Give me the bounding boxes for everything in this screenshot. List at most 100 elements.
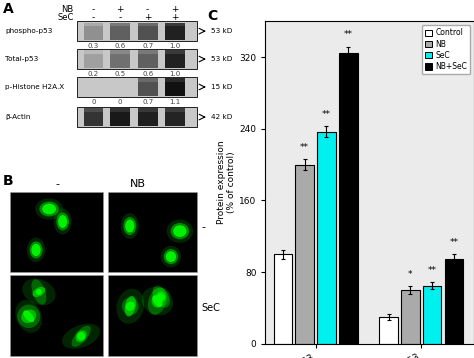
Bar — [401, 290, 419, 344]
Text: -: - — [202, 222, 206, 232]
Text: 0.7: 0.7 — [142, 99, 153, 105]
Bar — [110, 50, 130, 54]
Text: 0: 0 — [118, 99, 122, 105]
Bar — [77, 77, 197, 97]
Text: 53 kD: 53 kD — [210, 28, 232, 34]
Text: Total-p53: Total-p53 — [5, 56, 38, 62]
Ellipse shape — [116, 289, 144, 324]
Bar — [110, 50, 130, 68]
Bar — [10, 276, 103, 356]
Legend: Control, NB, SeC, NB+SeC: Control, NB, SeC, NB+SeC — [421, 25, 470, 74]
Bar — [110, 23, 130, 40]
Text: NB: NB — [62, 5, 74, 14]
Text: B: B — [3, 174, 14, 188]
Bar — [77, 21, 197, 41]
Bar — [138, 78, 157, 82]
Bar — [138, 23, 157, 26]
Bar — [110, 108, 130, 112]
Text: -: - — [92, 13, 95, 22]
Text: +: + — [116, 5, 124, 14]
Bar — [165, 23, 185, 26]
Ellipse shape — [29, 241, 43, 258]
Ellipse shape — [164, 249, 178, 264]
Text: +: + — [144, 13, 151, 22]
Text: 42 kD: 42 kD — [210, 114, 232, 120]
Text: 0.6: 0.6 — [142, 71, 153, 77]
Bar — [108, 276, 197, 356]
Ellipse shape — [35, 198, 63, 220]
Ellipse shape — [126, 301, 135, 311]
Ellipse shape — [120, 213, 139, 239]
Text: SeC: SeC — [202, 303, 221, 313]
Text: 1.0: 1.0 — [170, 43, 181, 49]
Bar — [339, 53, 357, 344]
Ellipse shape — [21, 310, 36, 323]
Bar — [84, 23, 103, 26]
Bar — [108, 192, 197, 272]
Text: p-Histone H2A.X: p-Histone H2A.X — [5, 84, 64, 90]
Bar — [138, 108, 157, 126]
Ellipse shape — [32, 287, 46, 297]
Ellipse shape — [22, 279, 55, 305]
Bar — [138, 50, 157, 54]
Ellipse shape — [142, 287, 173, 315]
Text: **: ** — [344, 30, 353, 39]
Text: **: ** — [449, 238, 458, 247]
Text: 15 kD: 15 kD — [210, 84, 232, 90]
Text: 0.6: 0.6 — [115, 43, 126, 49]
Text: +: + — [172, 13, 179, 22]
Bar — [317, 131, 336, 344]
Bar — [273, 254, 292, 344]
Ellipse shape — [42, 204, 56, 214]
Text: -: - — [55, 179, 59, 189]
Text: 1.1: 1.1 — [170, 99, 181, 105]
Ellipse shape — [122, 297, 139, 315]
Ellipse shape — [62, 324, 100, 349]
Text: 0.5: 0.5 — [115, 71, 126, 77]
Bar — [165, 108, 185, 126]
Bar — [77, 49, 197, 69]
Bar — [138, 50, 157, 68]
Bar — [423, 286, 441, 344]
Y-axis label: Protein expression
(% of control): Protein expression (% of control) — [217, 141, 237, 224]
Ellipse shape — [56, 212, 69, 231]
Ellipse shape — [58, 215, 67, 228]
Ellipse shape — [152, 287, 171, 306]
Text: **: ** — [428, 266, 437, 275]
Ellipse shape — [76, 330, 87, 342]
Ellipse shape — [39, 202, 59, 217]
Ellipse shape — [125, 219, 135, 232]
Bar — [165, 108, 185, 112]
Ellipse shape — [156, 291, 166, 302]
Bar — [295, 165, 314, 344]
Text: **: ** — [322, 110, 331, 119]
Ellipse shape — [72, 325, 91, 347]
Ellipse shape — [152, 295, 163, 308]
Ellipse shape — [23, 310, 34, 322]
Text: SeC: SeC — [57, 13, 74, 22]
Text: 0.3: 0.3 — [88, 43, 99, 49]
Bar — [110, 108, 130, 126]
Text: NB: NB — [130, 179, 146, 189]
Bar — [10, 192, 103, 272]
Ellipse shape — [31, 244, 41, 256]
Text: 53 kD: 53 kD — [210, 56, 232, 62]
Ellipse shape — [171, 223, 189, 239]
Bar — [138, 78, 157, 96]
Bar — [165, 78, 185, 82]
Ellipse shape — [54, 209, 72, 234]
Bar — [84, 23, 103, 40]
Ellipse shape — [27, 238, 46, 262]
Ellipse shape — [173, 225, 186, 237]
Bar — [165, 78, 185, 96]
Ellipse shape — [125, 296, 136, 316]
Text: 0.2: 0.2 — [88, 71, 99, 77]
Text: C: C — [207, 9, 217, 23]
Bar — [84, 50, 103, 68]
Text: -: - — [118, 13, 122, 22]
Bar — [77, 107, 197, 127]
Ellipse shape — [15, 300, 42, 333]
Ellipse shape — [148, 287, 167, 315]
Ellipse shape — [158, 293, 164, 300]
Text: 0: 0 — [91, 99, 96, 105]
